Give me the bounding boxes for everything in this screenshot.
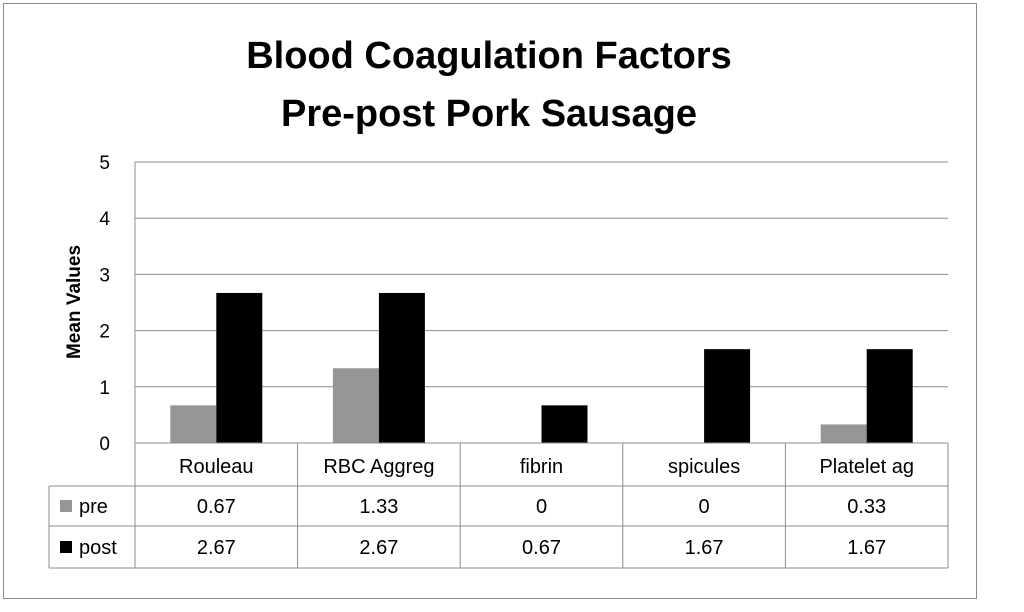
data-label-pre: 0.67 (197, 496, 236, 518)
category-label: Platelet ag (819, 456, 914, 478)
data-table: Rouleau RBC Aggreg fibrin spicules Platelet … (48, 442, 949, 569)
category-label: RBC Aggreg (323, 456, 434, 478)
y-axis-ticks: 0 1 2 3 4 5 (99, 153, 110, 455)
category-label: fibrin (520, 456, 563, 478)
bar-pre (332, 368, 379, 443)
bar-post (541, 405, 588, 443)
data-label-pre: 1.33 (359, 496, 398, 518)
y-axis-label: Mean Values (64, 245, 85, 359)
category-label: Rouleau (179, 456, 254, 478)
y-tick-label: 4 (99, 209, 110, 230)
data-label-post: 1.67 (847, 537, 886, 559)
data-label-post: 2.67 (359, 537, 398, 559)
bar-post (216, 292, 263, 443)
data-label-pre: 0 (536, 496, 547, 518)
legend-swatch-pre (60, 500, 72, 512)
y-tick-label: 0 (99, 434, 110, 455)
data-label-pre: 0.33 (847, 496, 886, 518)
bar-pre (820, 424, 867, 443)
legend-label-pre: pre (79, 496, 108, 518)
y-tick-label: 5 (99, 153, 110, 174)
y-tick-label: 1 (99, 378, 110, 399)
bar-pre (170, 405, 217, 443)
chart-frame (3, 3, 977, 599)
y-tick-label: 3 (99, 265, 110, 286)
legend-label-post: post (79, 537, 117, 559)
bars (170, 292, 913, 443)
legend-swatch-post (60, 541, 72, 553)
bar-post (378, 292, 425, 443)
data-label-post: 2.67 (197, 537, 236, 559)
y-tick-label: 2 (99, 322, 110, 343)
chart-title-line-1: Blood Coagulation Factors (246, 35, 732, 77)
chart-title-line-2: Pre-post Pork Sausage (281, 93, 697, 135)
bar-post (866, 349, 913, 443)
data-label-post: 0.67 (522, 537, 561, 559)
data-label-post: 1.67 (685, 537, 724, 559)
category-label: spicules (668, 456, 740, 478)
gridlines (134, 161, 948, 443)
data-label-pre: 0 (699, 496, 710, 518)
bar-post (704, 349, 751, 443)
